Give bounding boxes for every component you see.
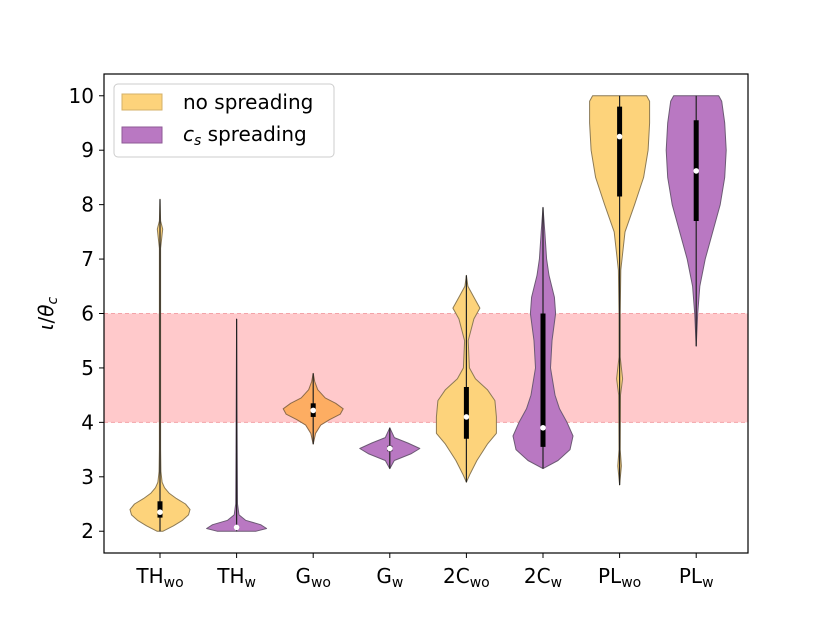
x-tick-label: THwo — [135, 564, 183, 591]
violin-median-dot — [540, 425, 546, 431]
violin-median-dot — [387, 445, 393, 452]
legend-box — [113, 83, 335, 158]
y-tick-label: 10 — [69, 84, 94, 108]
y-tick-label: 4 — [81, 410, 94, 434]
violin-g-wo — [282, 372, 344, 445]
violin-2c-w — [512, 206, 574, 470]
legend-swatch-no-spreading — [121, 93, 163, 111]
y-tick-label: 5 — [81, 356, 94, 380]
x-tick-label: PLwo — [598, 564, 641, 591]
legend-label-cs-spreading: cs spreading — [183, 122, 307, 149]
violins-layer — [129, 95, 727, 532]
violin-pl-w — [665, 95, 727, 347]
y-tick-label: 2 — [81, 519, 94, 543]
highlight-band-layer — [104, 313, 748, 423]
violin-2c-wo — [435, 274, 497, 483]
x-tick-label: THw — [216, 564, 256, 591]
legend: no spreading cs spreading — [113, 83, 335, 158]
y-tick-label: 3 — [81, 465, 94, 489]
y-tick-label: 9 — [81, 138, 94, 162]
violin-pl-wo — [589, 95, 651, 486]
y-tick-label: 6 — [81, 302, 94, 326]
axes-layer: 2 3 4 5 6 7 8 9 10 THwo THw Gwo Gw 2Cwo 2Cw PLwo PLw ι/θc — [34, 73, 749, 591]
legend-swatch-cs-spreading — [121, 126, 163, 144]
x-tick-label: Gwo — [295, 564, 331, 591]
violin-median-dot — [693, 168, 699, 174]
y-axis-label: ι/θc — [34, 296, 61, 330]
violin-g-w — [359, 427, 421, 470]
violin-median-dot — [463, 414, 470, 420]
highlight-band — [104, 313, 748, 423]
x-tick-label: 2Cw — [524, 564, 562, 591]
violin-th-wo — [129, 198, 191, 532]
y-tick-label: 8 — [81, 193, 94, 217]
violin-median-dot — [310, 407, 317, 414]
x-tick-label: Gw — [376, 564, 403, 591]
violin-median-dot — [616, 133, 623, 140]
violin-th-w — [206, 318, 268, 532]
violin-median-dot — [157, 509, 163, 515]
legend-label-no-spreading: no spreading — [183, 90, 313, 114]
x-tick-label: 2Cwo — [443, 564, 490, 591]
x-tick-label: PLw — [679, 564, 714, 591]
y-tick-label: 7 — [81, 247, 94, 271]
violin-median-dot — [233, 524, 240, 531]
